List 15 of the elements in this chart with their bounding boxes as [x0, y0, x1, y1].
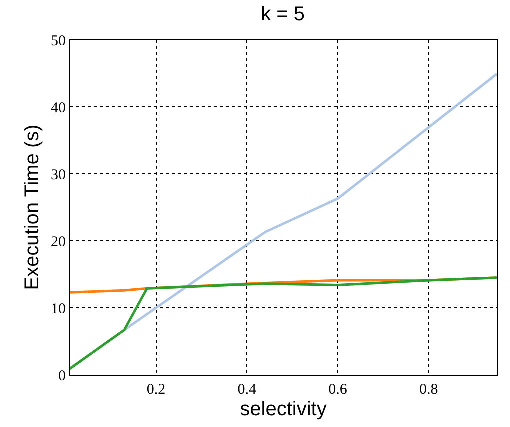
y-tick-label: 10 [51, 301, 66, 318]
line-series [123, 72, 497, 332]
line-series [70, 276, 497, 370]
x-tick-label: 0.6 [328, 382, 348, 398]
y-tick-label: 30 [51, 167, 66, 184]
x-tick-label: 0.4 [238, 382, 258, 398]
y-axis-title: Execution Time (s) [22, 124, 44, 290]
chart-title: k = 5 [261, 3, 306, 26]
x-axis-title: selectivity [240, 398, 327, 420]
y-tick-label: 20 [51, 234, 66, 250]
y-tick-label: 0 [58, 368, 66, 384]
x-tick-label: 0.8 [419, 382, 438, 398]
y-tick-label: 50 [51, 33, 66, 50]
y-tick-label: 40 [51, 100, 66, 116]
x-tick-label: 0.2 [146, 382, 166, 398]
